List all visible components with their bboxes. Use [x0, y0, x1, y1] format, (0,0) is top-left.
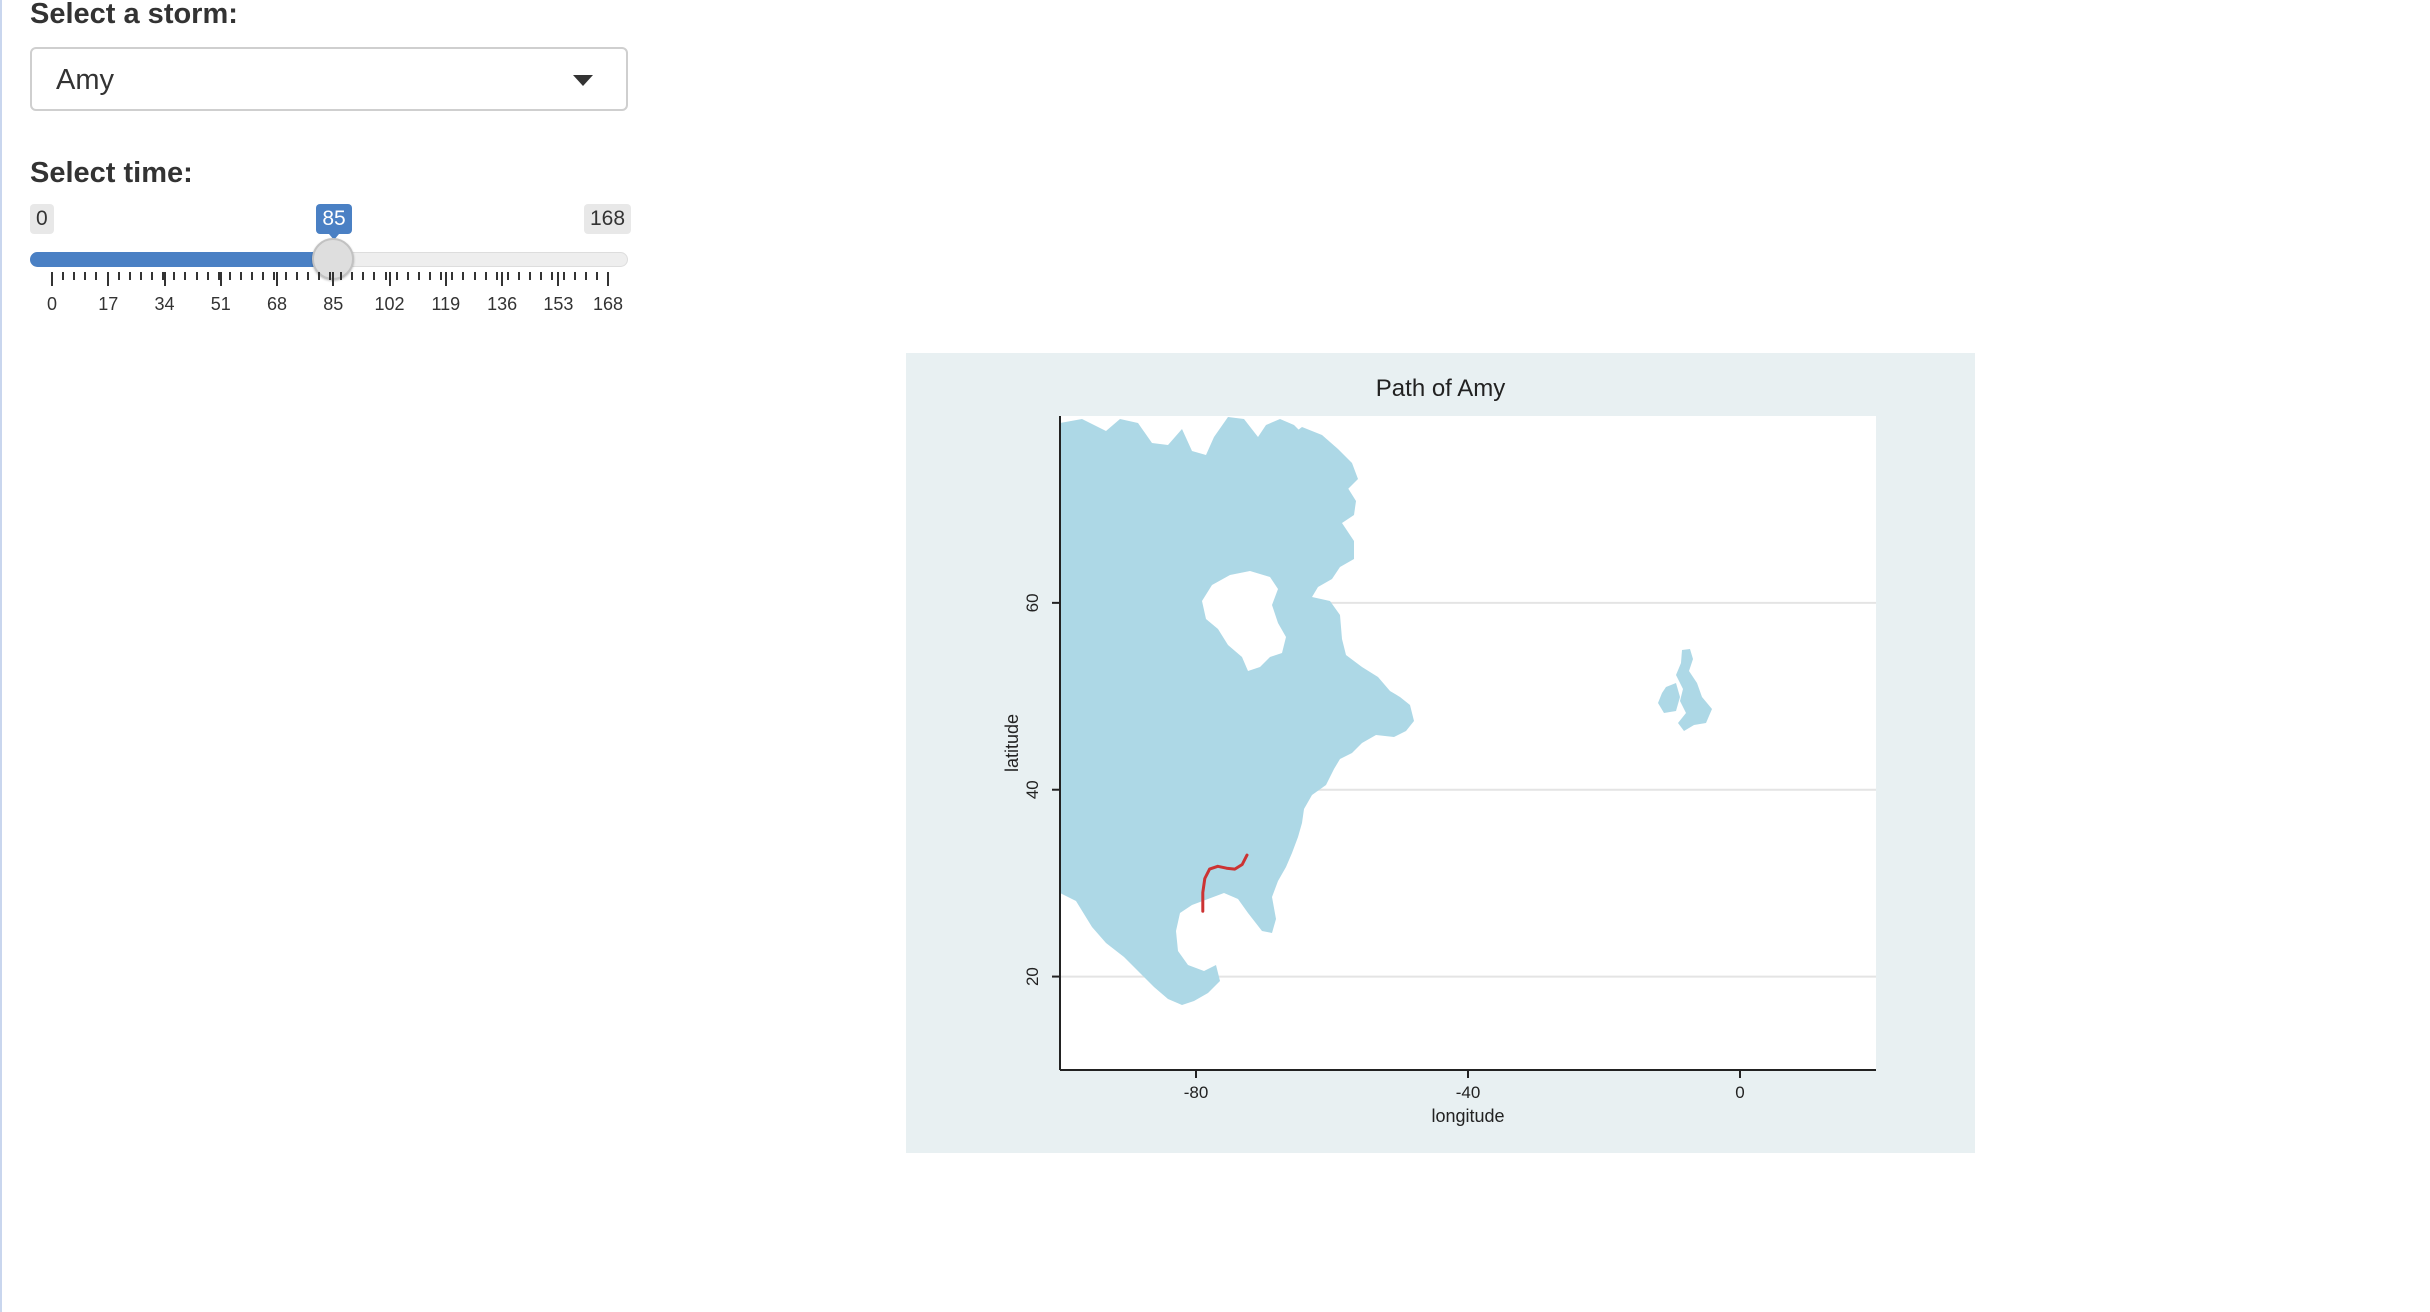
- slider-fill: [30, 252, 334, 267]
- slider-minor-tick: [184, 272, 187, 280]
- slider-minor-tick: [473, 272, 476, 280]
- storm-select-value: Amy: [56, 64, 114, 96]
- storm-select-label: Select a storm:: [30, 0, 238, 30]
- slider-minor-tick: [351, 272, 354, 280]
- slider-minor-tick: [173, 272, 176, 280]
- slider-minor-tick: [151, 272, 154, 280]
- land-great-britain: [1676, 649, 1712, 731]
- slider-minor-tick: [417, 272, 420, 280]
- slider-major-tick: [51, 272, 53, 286]
- slider-tick-label: 17: [98, 294, 119, 314]
- slider-tick-label: 119: [431, 294, 461, 314]
- slider-minor-tick: [284, 272, 287, 280]
- slider-value-badge: 85: [316, 204, 352, 240]
- slider-tick-label: 153: [543, 294, 574, 314]
- slider-major-tick: [444, 272, 447, 286]
- slider-minor-tick: [73, 272, 76, 280]
- slider-major-tick: [607, 272, 609, 286]
- slider-minor-tick: [551, 272, 554, 280]
- slider-minor-tick: [195, 272, 198, 280]
- slider-minor-tick: [384, 272, 387, 280]
- slider-minor-tick: [240, 272, 243, 280]
- slider-minor-tick: [462, 272, 465, 280]
- slider-tick-label: 34: [154, 294, 175, 314]
- slider-max-badge: 168: [584, 204, 632, 234]
- slider-minor-tick: [529, 272, 532, 280]
- hudson-bay: [1202, 571, 1286, 671]
- slider-min-badge: 0: [30, 204, 54, 234]
- slider-minor-tick: [217, 272, 220, 280]
- slider-minor-tick: [306, 272, 309, 280]
- y-tick-label: 60: [1023, 593, 1042, 612]
- slider-minor-tick: [128, 272, 131, 280]
- chevron-down-icon[interactable]: [573, 75, 593, 86]
- x-tick-label: -40: [1456, 1083, 1481, 1102]
- slider-minor-tick: [340, 272, 343, 280]
- slider-minor-tick: [429, 272, 432, 280]
- slider-minor-tick: [362, 272, 365, 280]
- slider-tick-label: 168: [592, 294, 624, 314]
- left-border: [0, 0, 2, 1312]
- slider-minor-tick: [540, 272, 543, 280]
- slider-minor-tick: [273, 272, 276, 280]
- y-ticks: 20 40 60: [1023, 593, 1060, 986]
- slider-minor-tick: [62, 272, 65, 280]
- slider-minor-tick: [395, 272, 398, 280]
- slider-minor-tick: [451, 272, 454, 280]
- slider-minor-tick: [495, 272, 498, 280]
- slider-minor-tick: [95, 272, 98, 280]
- slider-minor-tick: [117, 272, 120, 280]
- chart-title: Path of Amy: [1375, 375, 1506, 402]
- slider-major-tick: [501, 272, 504, 286]
- slider-minor-tick: [440, 272, 443, 280]
- land-north-america: [1060, 417, 1414, 1005]
- slider-major-tick: [219, 272, 222, 286]
- slider-minor-tick: [251, 272, 254, 280]
- slider-minor-tick: [262, 272, 265, 280]
- slider-minor-tick: [562, 272, 565, 280]
- slider-tick-label: 136: [487, 294, 518, 314]
- slider-minor-tick: [573, 272, 576, 280]
- land-layer: [1060, 417, 1712, 1005]
- slider-minor-tick: [295, 272, 298, 280]
- slider-tick-label: 68: [267, 294, 288, 314]
- slider-major-tick: [557, 272, 560, 286]
- x-ticks: -80 -40 0: [1184, 1070, 1745, 1102]
- slider-minor-tick: [506, 272, 509, 280]
- x-tick-label: 0: [1735, 1083, 1744, 1102]
- storm-path-chart: -80 -40 0 20 40 60 longitude latitude: [1002, 416, 1876, 1126]
- slider-minor-tick: [84, 272, 87, 280]
- slider-tick-label: 51: [210, 294, 231, 314]
- y-tick-label: 40: [1023, 780, 1042, 799]
- y-tick-label: 20: [1023, 967, 1042, 986]
- y-axis-label: latitude: [1002, 714, 1022, 772]
- land-ireland: [1658, 683, 1680, 713]
- slider-tick-label: 102: [374, 294, 405, 314]
- slider-major-tick: [332, 272, 335, 286]
- slider-major-tick: [388, 272, 391, 286]
- land-arctic-islands: [1286, 427, 1358, 491]
- x-axis-label: longitude: [1431, 1106, 1504, 1126]
- slider-tick-label: 85: [323, 294, 344, 314]
- slider-minor-tick: [373, 272, 376, 280]
- storm-track-line: [1201, 853, 1249, 913]
- slider-minor-tick: [162, 272, 165, 280]
- slider-minor-tick: [484, 272, 487, 280]
- slider-major-tick: [107, 272, 110, 286]
- slider-major-tick: [276, 272, 279, 286]
- storm-select[interactable]: Amy: [30, 47, 628, 111]
- slider-major-tick: [163, 272, 166, 286]
- slider-minor-tick: [206, 272, 209, 280]
- slider-minor-tick: [329, 272, 331, 280]
- x-tick-label: -80: [1184, 1083, 1209, 1102]
- slider-minor-tick: [228, 272, 231, 280]
- slider-tick-label: 0: [46, 294, 58, 314]
- slider-minor-tick: [317, 272, 320, 280]
- slider-minor-tick: [595, 272, 598, 280]
- time-slider-label: Select time:: [30, 157, 193, 189]
- slider-minor-tick: [584, 272, 587, 280]
- slider-minor-tick: [139, 272, 142, 280]
- slider-minor-tick: [406, 272, 409, 280]
- slider-minor-tick: [518, 272, 521, 280]
